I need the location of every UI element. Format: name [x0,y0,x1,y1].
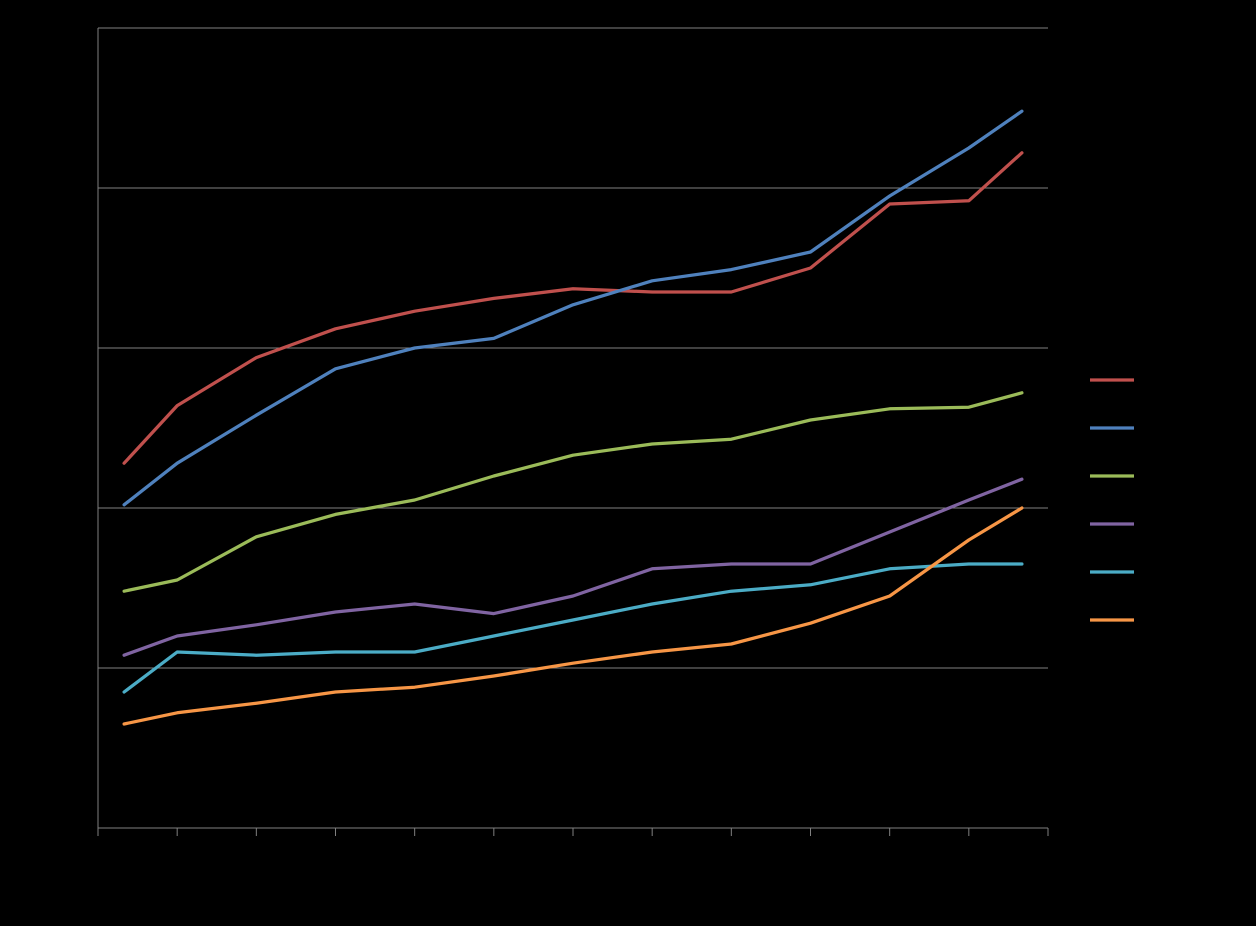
line-chart [0,0,1256,926]
chart-background [0,0,1256,926]
chart-svg [0,0,1256,926]
